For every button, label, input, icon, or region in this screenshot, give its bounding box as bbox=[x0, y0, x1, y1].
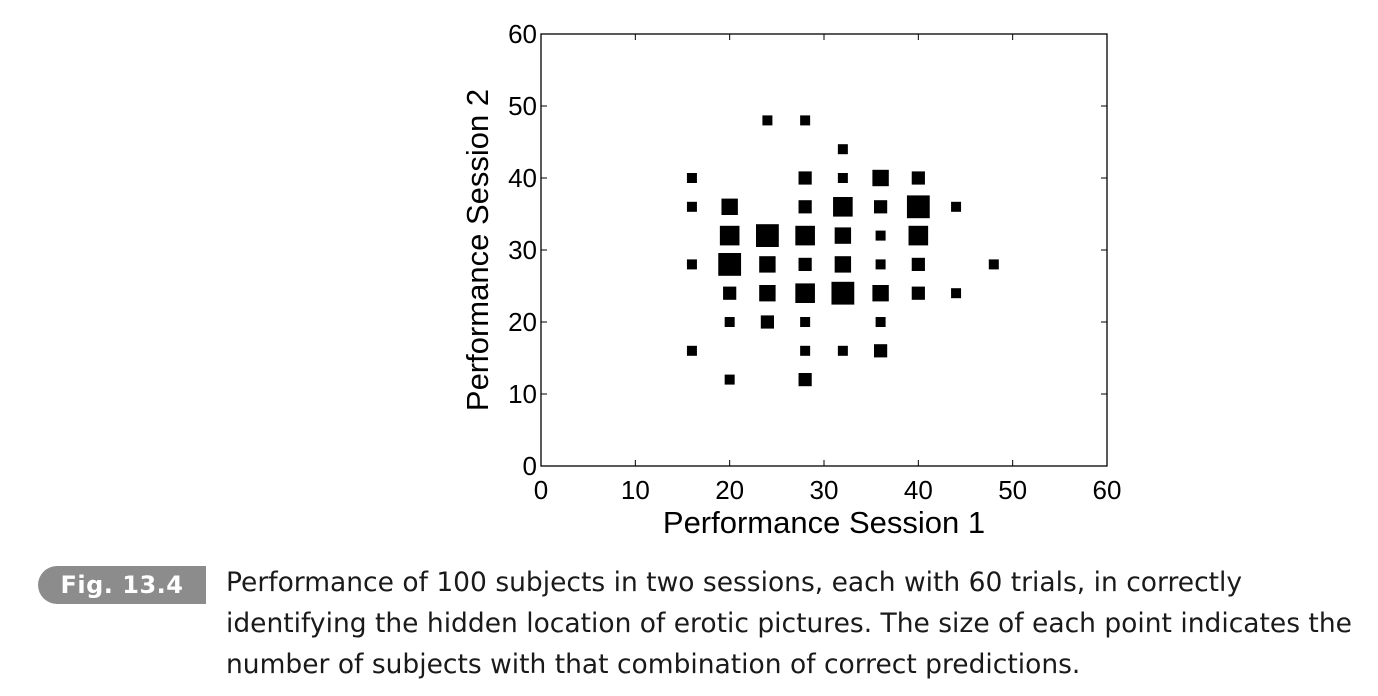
data-point bbox=[911, 286, 925, 300]
x-tick-label: 10 bbox=[621, 475, 650, 505]
data-point bbox=[762, 115, 773, 126]
y-tick-label: 50 bbox=[508, 91, 537, 121]
data-point bbox=[800, 345, 811, 356]
data-point bbox=[906, 195, 930, 219]
data-point bbox=[798, 200, 812, 214]
x-axis-label: Performance Session 1 bbox=[663, 505, 985, 540]
data-point bbox=[798, 257, 812, 271]
chart-axes: 0 10 20 30 40 50 60 0 10 20 30 40 50 60 bbox=[508, 19, 1121, 505]
data-point bbox=[833, 197, 853, 217]
data-point bbox=[834, 227, 852, 244]
y-tick-label: 10 bbox=[508, 379, 537, 409]
data-point bbox=[872, 169, 889, 187]
data-point bbox=[721, 198, 738, 215]
x-tick-label: 20 bbox=[715, 475, 744, 505]
data-point bbox=[837, 345, 848, 356]
data-point bbox=[875, 259, 886, 270]
x-tick-label: 60 bbox=[1093, 475, 1122, 505]
y-tick-label: 20 bbox=[508, 307, 537, 337]
data-point bbox=[837, 144, 848, 155]
data-point bbox=[800, 317, 811, 327]
data-point bbox=[911, 171, 925, 185]
x-tick-label: 0 bbox=[534, 475, 548, 505]
scatter-chart: 0 10 20 30 40 50 60 0 10 20 30 40 50 60 Performance S… bbox=[460, 19, 1121, 540]
y-tick-label: 40 bbox=[508, 163, 537, 193]
data-point bbox=[724, 317, 735, 327]
data-point bbox=[759, 285, 776, 302]
data-point bbox=[724, 374, 735, 385]
data-point bbox=[911, 257, 925, 271]
data-point bbox=[834, 256, 852, 273]
data-point bbox=[874, 344, 888, 358]
data-point bbox=[831, 281, 855, 305]
y-axis-label: Performance Session 2 bbox=[460, 89, 495, 411]
data-point bbox=[951, 288, 962, 299]
y-tick-label: 30 bbox=[508, 235, 537, 265]
data-point bbox=[759, 256, 776, 273]
data-point bbox=[875, 230, 886, 241]
y-tick-label: 60 bbox=[508, 19, 537, 49]
data-point bbox=[795, 283, 815, 303]
data-point bbox=[795, 225, 815, 246]
data-point bbox=[723, 286, 737, 300]
data-point bbox=[686, 201, 697, 212]
data-point bbox=[837, 173, 848, 183]
data-point bbox=[798, 373, 812, 387]
data-point bbox=[875, 317, 886, 327]
chart-marks bbox=[686, 115, 999, 387]
data-point bbox=[686, 259, 697, 270]
data-point bbox=[988, 259, 999, 270]
figure-tag: Fig. 13.4 bbox=[38, 566, 206, 604]
x-tick-label: 40 bbox=[904, 475, 933, 505]
y-tick-label: 0 bbox=[523, 451, 537, 481]
data-point bbox=[718, 253, 742, 276]
data-point bbox=[908, 225, 929, 246]
data-point bbox=[951, 201, 962, 212]
plot-frame bbox=[540, 33, 1108, 467]
data-point bbox=[756, 224, 779, 247]
data-point bbox=[760, 315, 774, 329]
data-point bbox=[872, 285, 889, 302]
x-tick-label: 50 bbox=[998, 475, 1027, 505]
data-point bbox=[874, 200, 888, 214]
data-point bbox=[798, 171, 812, 185]
x-tick-label: 30 bbox=[810, 475, 839, 505]
data-point bbox=[800, 115, 811, 126]
figure-caption: Performance of 100 subjects in two sessi… bbox=[226, 567, 1352, 680]
data-point bbox=[686, 173, 697, 183]
data-point bbox=[686, 345, 697, 356]
data-point bbox=[719, 225, 740, 246]
